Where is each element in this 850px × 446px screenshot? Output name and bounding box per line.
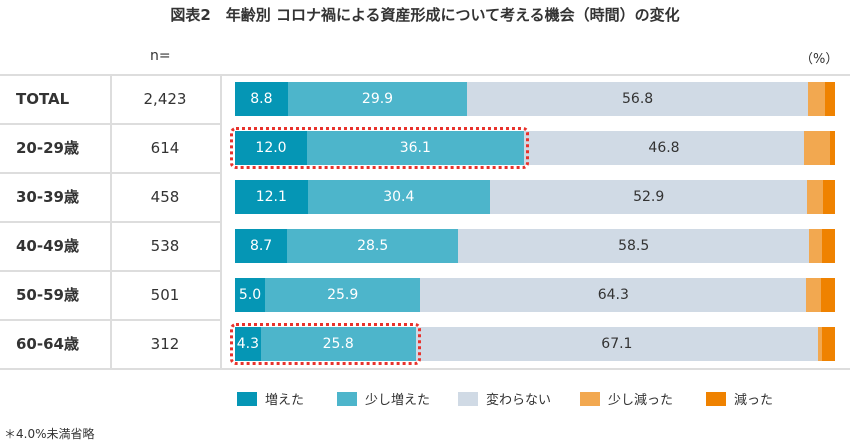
bar-segment: 5.0 (235, 278, 265, 312)
bar-segment (807, 180, 823, 214)
bar-segment: 12.0 (235, 131, 307, 165)
row-divider (0, 270, 220, 272)
n-value: 312 (150, 335, 180, 353)
bar-segment: 29.9 (287, 82, 468, 116)
row-label: 30-39歳 (16, 188, 79, 206)
bar-segment (806, 278, 822, 312)
bar-segment: 46.8 (523, 131, 805, 165)
bar-segment: 8.7 (235, 229, 288, 263)
bar-segment (830, 131, 835, 165)
bar-segment: 67.1 (415, 327, 819, 361)
bar-segment: 28.5 (287, 229, 459, 263)
legend-label: 減った (734, 393, 774, 408)
legend-swatch (237, 391, 257, 406)
bar-segment: 25.8 (260, 327, 416, 361)
legend-swatch (580, 391, 600, 406)
bar-segment: 8.8 (235, 82, 288, 116)
chart-title: 図表2 年齢別 コロナ禍による資産形成について考える機会（時間）の変化 (170, 6, 680, 24)
bar-segment: 64.3 (420, 278, 807, 312)
row-label: 20-29歳 (16, 139, 79, 157)
unit-label: （%） (800, 52, 839, 67)
highlight-box (230, 127, 529, 169)
legend-label: 増えた (265, 393, 305, 408)
bar-segment: 36.1 (307, 131, 524, 165)
n-value: 614 (150, 139, 180, 157)
row-divider (0, 319, 220, 321)
highlight-box (230, 323, 421, 365)
footnote: ＊4.0%未満省略 (4, 427, 95, 441)
bar-segment (809, 229, 823, 263)
bar-segment: 52.9 (490, 180, 808, 214)
legend-item: 増えた (237, 389, 304, 408)
row-label: 60-64歳 (16, 335, 79, 353)
legend-swatch (458, 391, 478, 406)
row-divider (0, 221, 220, 223)
bar-segment: 58.5 (458, 229, 810, 263)
bar-segment: 25.9 (265, 278, 421, 312)
bar-segment (808, 82, 826, 116)
n-label: n= (150, 48, 171, 64)
divider (220, 74, 222, 370)
bar-segment: 56.8 (467, 82, 808, 116)
legend-label: 変わらない (486, 393, 552, 408)
row-divider (0, 123, 220, 125)
n-value: 538 (150, 237, 180, 255)
n-value: 501 (150, 286, 180, 304)
bar-segment: 12.1 (235, 180, 308, 214)
legend-item: 少し増えた (337, 389, 430, 408)
legend-item: 変わらない (458, 389, 551, 408)
bar-segment (823, 180, 835, 214)
row-divider (0, 172, 220, 174)
n-value: 458 (150, 188, 180, 206)
row-label: 40-49歳 (16, 237, 79, 255)
legend-item: 減った (706, 389, 773, 408)
n-value: 2,423 (143, 90, 187, 108)
bar-segment (825, 82, 835, 116)
row-label: 50-59歳 (16, 286, 79, 304)
legend-label: 少し減った (608, 393, 674, 408)
legend-swatch (706, 391, 726, 406)
bar-segment (822, 229, 835, 263)
legend-item: 少し減った (580, 389, 673, 408)
bar-segment: 4.3 (235, 327, 261, 361)
legend-label: 少し増えた (365, 393, 431, 408)
bar-segment: 30.4 (307, 180, 490, 214)
row-label: TOTAL (16, 90, 70, 108)
bar-segment (804, 131, 831, 165)
bar-segment (822, 327, 835, 361)
bar-segment (818, 327, 823, 361)
bar-segment (821, 278, 835, 312)
chart-table (0, 74, 850, 370)
legend-swatch (337, 391, 357, 406)
